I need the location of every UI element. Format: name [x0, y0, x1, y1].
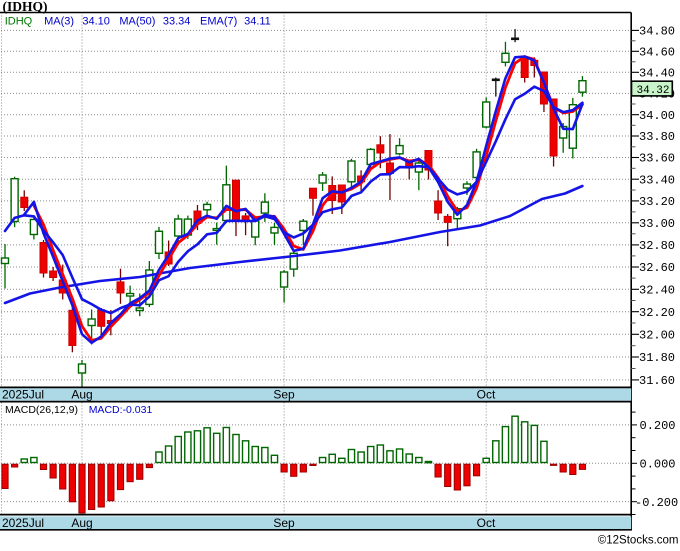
svg-text:34.32: 34.32 — [637, 85, 670, 97]
svg-text:Oct: Oct — [477, 516, 496, 530]
svg-text:Sep: Sep — [273, 516, 295, 530]
svg-text:33.40: 33.40 — [639, 173, 675, 187]
svg-text:(IDHQ): (IDHQ) — [3, 0, 48, 14]
svg-text:2025Jul: 2025Jul — [2, 516, 44, 530]
svg-text:MACD:-0.031: MACD:-0.031 — [89, 404, 153, 416]
svg-text:Oct: Oct — [477, 388, 496, 402]
svg-text:32.60: 32.60 — [639, 261, 675, 275]
svg-text:32.20: 32.20 — [639, 306, 675, 320]
svg-text:32.80: 32.80 — [639, 239, 675, 253]
svg-text:34.00: 34.00 — [639, 109, 675, 123]
svg-text:33.34: 33.34 — [163, 16, 191, 28]
svg-text:34.10: 34.10 — [82, 16, 110, 28]
svg-text:34.40: 34.40 — [639, 67, 675, 81]
svg-text:2025Jul: 2025Jul — [2, 388, 44, 402]
svg-text:MACD(26,12,9): MACD(26,12,9) — [5, 404, 78, 416]
svg-text:34.11: 34.11 — [244, 16, 271, 28]
svg-text:Aug: Aug — [71, 516, 92, 530]
svg-text:MA(3): MA(3) — [44, 16, 74, 28]
svg-text:0.000: 0.000 — [640, 458, 676, 472]
svg-text:EMA(7): EMA(7) — [200, 16, 237, 28]
svg-text:Aug: Aug — [71, 388, 92, 402]
svg-text:33.80: 33.80 — [639, 130, 675, 144]
svg-text:MA(50): MA(50) — [119, 16, 155, 28]
svg-text:33.20: 33.20 — [639, 195, 675, 209]
svg-text:IDHQ: IDHQ — [5, 16, 33, 28]
svg-text:32.40: 32.40 — [639, 284, 675, 298]
svg-text:32.00: 32.00 — [639, 329, 675, 343]
svg-text:©12Stocks.com: ©12Stocks.com — [598, 535, 679, 547]
svg-text:33.00: 33.00 — [639, 217, 675, 231]
svg-text:Sep: Sep — [273, 388, 295, 402]
svg-text:-0.200: -0.200 — [635, 496, 678, 510]
svg-text:0.200: 0.200 — [640, 419, 676, 433]
svg-text:31.60: 31.60 — [639, 374, 675, 388]
svg-text:34.60: 34.60 — [639, 46, 675, 60]
svg-text:34.80: 34.80 — [639, 25, 675, 39]
svg-text:33.60: 33.60 — [639, 152, 675, 166]
svg-text:31.80: 31.80 — [639, 351, 675, 365]
